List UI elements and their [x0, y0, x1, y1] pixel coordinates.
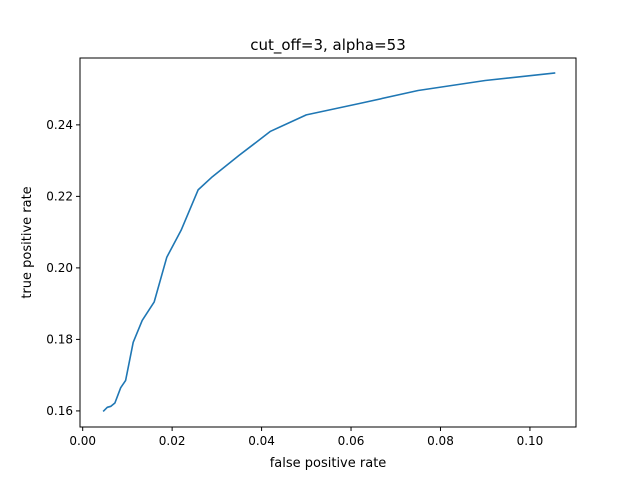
x-axis: 0.00 0.02 0.04 0.06 0.08 0.10 [69, 427, 543, 448]
y-axis-label: true positive rate [20, 186, 35, 298]
y-tick-label: 0.24 [46, 118, 73, 132]
x-tick-label: 0.04 [248, 434, 275, 448]
roc-curve-line [102, 72, 556, 413]
y-tick-label: 0.20 [46, 261, 73, 275]
x-tick-label: 0.00 [69, 434, 96, 448]
x-axis-label: false positive rate [270, 456, 387, 471]
plot-frame [79, 57, 577, 428]
x-tick-label: 0.02 [159, 434, 186, 448]
y-tick-label: 0.16 [46, 404, 73, 418]
y-tick-label: 0.22 [46, 189, 73, 203]
chart-title: cut_off=3, alpha=53 [250, 36, 406, 55]
y-tick-label: 0.18 [46, 332, 73, 346]
series-layer [102, 72, 556, 413]
x-tick-label: 0.08 [427, 434, 454, 448]
y-axis: 0.16 0.18 0.20 0.22 0.24 [46, 118, 80, 418]
x-tick-label: 0.06 [338, 434, 365, 448]
x-tick-label: 0.10 [517, 434, 544, 448]
